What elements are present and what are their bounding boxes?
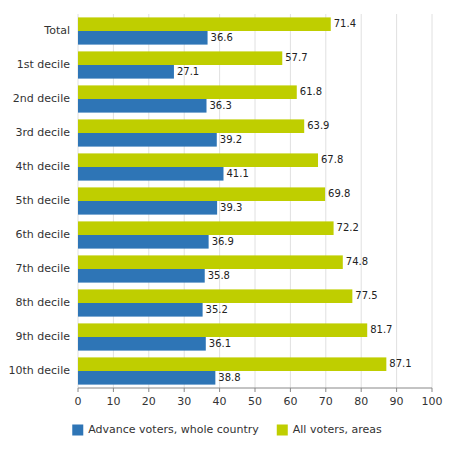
legend-label: Advance voters, whole country xyxy=(88,423,259,436)
y-tick-label: Total xyxy=(43,24,70,37)
data-label: 69.8 xyxy=(328,188,350,199)
data-label: 36.6 xyxy=(211,32,233,43)
x-tick-label: 40 xyxy=(213,395,227,408)
bar xyxy=(78,65,174,79)
y-tick-label: 2nd decile xyxy=(13,92,70,105)
y-tick-label: 4th decile xyxy=(16,160,71,173)
data-label: 35.8 xyxy=(208,270,230,281)
data-label: 27.1 xyxy=(177,66,199,77)
bar xyxy=(78,371,215,385)
grid-line xyxy=(432,14,433,388)
y-tick-label: 7th decile xyxy=(16,262,71,275)
bar xyxy=(78,323,367,337)
data-label: 87.1 xyxy=(389,358,411,369)
bar xyxy=(78,85,297,99)
data-label: 39.2 xyxy=(220,134,242,145)
x-tick-label: 60 xyxy=(283,395,297,408)
data-label: 61.8 xyxy=(300,86,322,97)
bar xyxy=(78,289,352,303)
data-label: 67.8 xyxy=(321,154,343,165)
bar xyxy=(78,235,209,249)
x-tick-label: 70 xyxy=(319,395,333,408)
bar xyxy=(78,167,223,181)
bar xyxy=(78,99,207,113)
bar xyxy=(78,17,331,31)
legend-swatch xyxy=(72,425,83,436)
data-label: 63.9 xyxy=(307,120,329,131)
legend-item: All voters, areas xyxy=(277,423,382,436)
data-label: 77.5 xyxy=(355,290,377,301)
bar xyxy=(78,357,386,371)
x-tick xyxy=(396,388,397,392)
y-axis: Total 1st decile 2nd decile 3rd decile 4th d… xyxy=(9,24,71,377)
x-tick xyxy=(148,388,149,392)
grid xyxy=(78,14,432,388)
data-label: 35.2 xyxy=(206,304,228,315)
x-tick xyxy=(219,388,220,392)
bar xyxy=(78,31,208,45)
data-label: 39.3 xyxy=(220,202,242,213)
x-tick xyxy=(255,388,256,392)
bar xyxy=(78,255,343,269)
bar xyxy=(78,119,304,133)
chart-container: 0 10 20 30 40 50 60 70 80 90 100 Total 1st decile 2nd… xyxy=(0,0,454,454)
legend-label: All voters, areas xyxy=(293,423,382,436)
x-tick-label: 10 xyxy=(106,395,120,408)
chart-svg: 0 10 20 30 40 50 60 70 80 90 100 Total 1st decile 2nd… xyxy=(0,0,454,454)
bar xyxy=(78,303,203,317)
data-label: 74.8 xyxy=(346,256,368,267)
x-tick-label: 100 xyxy=(422,395,443,408)
data-label: 71.4 xyxy=(334,18,356,29)
y-tick-label: 6th decile xyxy=(16,228,71,241)
bar xyxy=(78,337,206,351)
bar xyxy=(78,133,217,147)
x-tick-label: 50 xyxy=(248,395,262,408)
bar xyxy=(78,269,205,283)
bar xyxy=(78,51,282,65)
data-label: 72.2 xyxy=(337,222,359,233)
data-label: 81.7 xyxy=(370,324,392,335)
bar xyxy=(78,187,325,201)
x-tick xyxy=(325,388,326,392)
data-label: 36.9 xyxy=(212,236,234,247)
x-tick xyxy=(361,388,362,392)
y-tick-label: 3rd decile xyxy=(16,126,71,139)
x-tick xyxy=(432,388,433,392)
data-label: 57.7 xyxy=(285,52,307,63)
x-tick xyxy=(113,388,114,392)
y-tick-label: 9th decile xyxy=(16,330,71,343)
x-tick-label: 30 xyxy=(177,395,191,408)
bar xyxy=(78,153,318,167)
data-label: 41.1 xyxy=(226,168,248,179)
y-tick-label: 5th decile xyxy=(16,194,71,207)
data-labels: 71.4 36.6 57.7 27.1 61.8 36.3 63.9 39.2 67.8 41.1… xyxy=(177,18,412,383)
x-axis-line xyxy=(78,388,432,389)
y-tick-label: 1st decile xyxy=(17,58,70,71)
x-tick xyxy=(290,388,291,392)
y-tick-label: 8th decile xyxy=(16,296,71,309)
legend: Advance voters, whole country All voters,… xyxy=(72,423,382,436)
legend-swatch xyxy=(277,425,288,436)
x-axis: 0 10 20 30 40 50 60 70 80 90 100 xyxy=(75,388,443,408)
data-label: 36.1 xyxy=(209,338,231,349)
x-tick-label: 80 xyxy=(354,395,368,408)
data-label: 36.3 xyxy=(210,100,232,111)
bars xyxy=(78,17,386,384)
x-tick-label: 90 xyxy=(390,395,404,408)
x-tick xyxy=(184,388,185,392)
data-label: 38.8 xyxy=(218,372,240,383)
bar xyxy=(78,221,334,235)
x-tick-label: 20 xyxy=(142,395,156,408)
x-tick-label: 0 xyxy=(75,395,82,408)
y-tick-label: 10th decile xyxy=(9,364,71,377)
bar xyxy=(78,201,217,215)
x-tick xyxy=(78,388,79,392)
legend-item: Advance voters, whole country xyxy=(72,423,259,436)
grid-line xyxy=(396,14,397,388)
